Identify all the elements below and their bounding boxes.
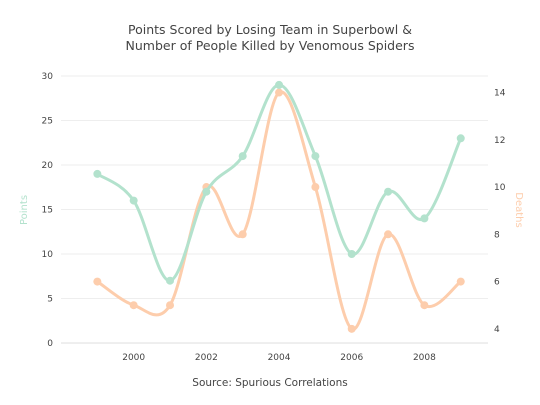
x-tick-label: 2002	[195, 353, 218, 363]
data-point-deaths[interactable]	[93, 277, 102, 286]
y-right-tick-label: 8	[494, 230, 500, 240]
data-point-points[interactable]	[93, 169, 102, 178]
data-point-deaths[interactable]	[275, 88, 284, 97]
data-point-deaths[interactable]	[384, 230, 393, 239]
data-point-deaths[interactable]	[166, 301, 175, 310]
y-right-tick-label: 10	[494, 183, 506, 193]
data-point-points[interactable]	[456, 134, 465, 143]
data-point-points[interactable]	[166, 276, 175, 285]
data-point-deaths[interactable]	[456, 277, 465, 286]
data-point-points[interactable]	[311, 152, 320, 161]
data-point-points[interactable]	[129, 196, 138, 205]
x-tick-label: 2008	[413, 353, 436, 363]
y-left-tick-label: 10	[42, 250, 54, 260]
series-layer	[93, 80, 465, 333]
x-tick-label: 2004	[268, 353, 291, 363]
y-axis-right-title: Deaths	[513, 192, 524, 227]
y-right-tick-label: 4	[494, 325, 500, 335]
y-left-tick-label: 5	[47, 295, 53, 305]
y-axis-left-title: Points	[19, 195, 30, 225]
y-left-tick-label: 25	[42, 117, 53, 127]
y-right-tick-label: 14	[494, 89, 506, 99]
data-point-deaths[interactable]	[129, 301, 138, 310]
data-point-deaths[interactable]	[420, 301, 429, 310]
data-point-points[interactable]	[384, 187, 393, 196]
series-points	[93, 80, 465, 285]
series-line-points	[95, 83, 463, 283]
x-axis-ticks: 2000 2002 2004 2006 2008	[122, 353, 436, 363]
data-point-points[interactable]	[347, 250, 356, 258]
x-tick-label: 2000	[122, 353, 145, 363]
data-point-points[interactable]	[238, 152, 247, 161]
data-point-points[interactable]	[275, 80, 284, 89]
data-point-deaths[interactable]	[311, 183, 320, 192]
chart-title-line-2: Number of People Killed by Venomous Spid…	[126, 38, 415, 53]
left-axis-ticks: 0 5 10 15 20 25 30	[42, 72, 54, 349]
y-right-tick-label: 6	[494, 278, 500, 288]
source-caption: Source: Spurious Correlations	[192, 377, 347, 389]
y-right-tick-label: 12	[494, 136, 505, 146]
series-line-deaths	[95, 90, 463, 331]
data-point-points[interactable]	[202, 187, 211, 196]
y-left-tick-label: 15	[42, 206, 53, 216]
y-left-tick-label: 30	[42, 72, 54, 82]
data-point-deaths[interactable]	[347, 324, 356, 333]
series-deaths	[93, 88, 465, 333]
grid-lines	[61, 75, 488, 344]
x-tick-label: 2006	[340, 353, 363, 363]
right-axis-ticks: 4 6 8 10 12 14	[494, 89, 506, 335]
y-left-tick-label: 0	[47, 339, 53, 349]
data-point-deaths[interactable]	[238, 230, 247, 239]
y-left-tick-label: 20	[42, 161, 54, 171]
chart-title-line-1: Points Scored by Losing Team in Superbow…	[128, 22, 412, 37]
data-point-points[interactable]	[420, 214, 429, 223]
